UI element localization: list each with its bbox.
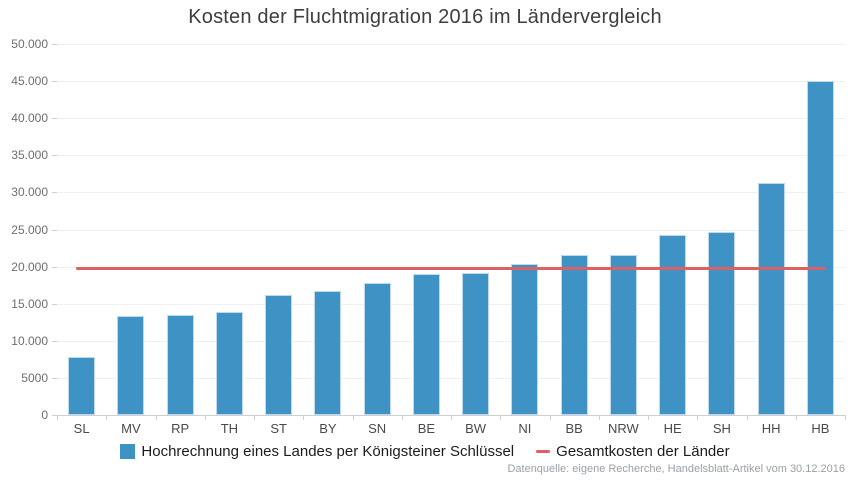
x-axis-tick <box>254 415 255 420</box>
x-category-label: BY <box>319 421 337 436</box>
x-category-label: TH <box>220 421 239 436</box>
x-category-label: SN <box>368 421 387 436</box>
x-axis-tick <box>303 415 305 420</box>
plot-area <box>52 44 846 420</box>
bar-SH[interactable] <box>708 232 736 415</box>
x-category-label: MV <box>121 421 141 436</box>
gridline <box>57 303 845 305</box>
legend-bar-series-label: Hochrechnung eines Landes per Königstein… <box>141 442 515 460</box>
x-axis-tick <box>598 415 600 420</box>
x-axis-tick <box>155 415 157 420</box>
legend: Hochrechnung eines Landes per Königstein… <box>0 441 850 461</box>
y-axis-tick <box>52 229 57 231</box>
y-axis-tick <box>52 415 57 416</box>
x-axis-tick <box>845 415 846 420</box>
bar-BE[interactable] <box>412 274 440 415</box>
bar-SN[interactable] <box>363 282 391 415</box>
total-costs-line <box>75 267 827 271</box>
x-axis-tick <box>204 415 206 420</box>
y-axis-tick <box>52 81 57 83</box>
y-axis-tick <box>52 44 57 45</box>
x-axis-tick <box>401 415 403 420</box>
bar-NRW[interactable] <box>609 254 637 415</box>
x-axis-tick <box>795 415 797 420</box>
bar-ST[interactable] <box>265 294 293 415</box>
gridline <box>57 44 845 45</box>
x-axis: SL MV RP TH ST BY SN BE BW NI BB NRW HE SH HH HB <box>57 421 845 437</box>
bar-MV[interactable] <box>117 315 145 415</box>
x-category-label: HE <box>663 421 682 436</box>
bar-BY[interactable] <box>314 291 342 415</box>
x-category-label: SH <box>712 421 731 436</box>
gridline <box>57 118 845 120</box>
y-tick-label: 5000 <box>21 370 48 385</box>
bar-NI[interactable] <box>511 264 539 415</box>
legend-item-bar-series[interactable]: Hochrechnung eines Landes per Königstein… <box>120 443 514 460</box>
x-category-label: BB <box>565 421 583 436</box>
bar-HH[interactable] <box>757 182 785 415</box>
y-axis-tick <box>52 303 57 305</box>
y-tick-label: 30.000 <box>11 185 48 200</box>
y-axis-tick <box>52 155 57 157</box>
bar-series-swatch-icon <box>120 443 136 459</box>
y-axis-tick <box>52 266 57 268</box>
y-axis-tick <box>52 192 57 194</box>
data-source-note: Datenquelle: eigene Recherche, Handelsbl… <box>507 463 845 475</box>
gridline <box>57 155 845 157</box>
y-axis-tick <box>52 340 57 342</box>
bar-RP[interactable] <box>166 314 194 415</box>
y-tick-label: 20.000 <box>11 259 48 274</box>
chart-title: Kosten der Fluchtmigration 2016 im Lände… <box>188 6 662 28</box>
x-category-label: BE <box>417 421 436 436</box>
x-category-label: SL <box>73 421 90 436</box>
legend-item-line-series[interactable]: Gesamtkosten der Länder <box>536 442 730 460</box>
y-tick-label: 45.000 <box>11 74 48 89</box>
x-axis-tick <box>697 415 699 420</box>
gridline <box>57 266 845 268</box>
bar-HB[interactable] <box>806 81 834 415</box>
gridline <box>57 81 845 83</box>
x-category-label: NI <box>518 421 532 436</box>
line-series-swatch-icon <box>536 449 551 453</box>
y-tick-label: 0 <box>41 408 48 422</box>
gridline <box>57 229 845 231</box>
y-tick-label: 40.000 <box>11 111 48 126</box>
y-tick-label: 35.000 <box>11 148 48 163</box>
y-tick-label: 25.000 <box>11 222 48 237</box>
bar-TH[interactable] <box>215 311 243 415</box>
legend-line-series-label: Gesamtkosten der Länder <box>556 442 730 460</box>
y-axis-tick <box>52 118 57 120</box>
x-axis-tick <box>746 415 748 420</box>
x-category-label: HH <box>761 421 781 436</box>
gridline <box>57 192 845 194</box>
x-axis-tick <box>500 415 502 420</box>
bar-SL[interactable] <box>68 357 96 415</box>
y-axis: 0 5000 10.000 15.000 20.000 25.000 30.000 35.00… <box>0 37 48 422</box>
x-axis-tick <box>106 415 108 420</box>
x-category-label: HB <box>811 421 830 436</box>
x-category-label: RP <box>171 421 190 436</box>
x-axis-tick <box>648 415 649 420</box>
y-axis-tick <box>52 377 57 379</box>
y-tick-label: 15.000 <box>11 296 48 311</box>
x-axis-tick <box>451 415 452 420</box>
bar-HE[interactable] <box>659 235 687 415</box>
y-tick-label: 50.000 <box>11 37 48 51</box>
gridline <box>57 377 845 379</box>
x-category-label: NRW <box>607 421 639 436</box>
x-axis-tick <box>352 415 354 420</box>
x-axis-tick <box>549 415 551 420</box>
x-category-label: ST <box>270 421 287 436</box>
x-category-label: BW <box>465 421 487 436</box>
bar-BW[interactable] <box>462 272 490 415</box>
x-axis-tick <box>57 415 58 420</box>
gridline <box>57 340 845 342</box>
bar-BB[interactable] <box>560 255 588 415</box>
y-tick-label: 10.000 <box>11 333 48 348</box>
